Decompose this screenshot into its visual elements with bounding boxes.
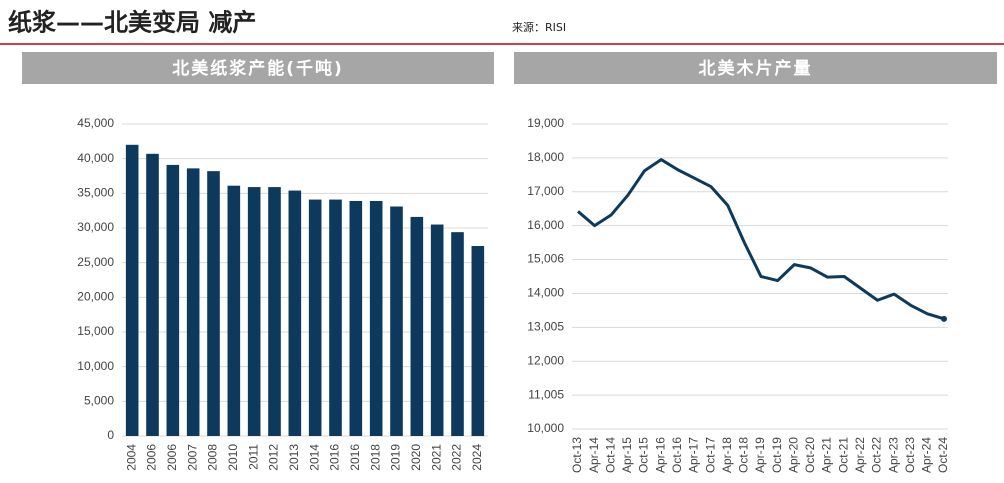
y-tick-label: 40,000 [77,151,114,165]
y-tick-label: 15,006 [527,252,564,266]
chart-title: 北美纸浆产能(千吨) [172,58,344,79]
x-tick-label: Oct-19 [770,437,784,473]
x-tick-label: 2020 [409,444,423,471]
bar [308,199,322,436]
x-tick-label: Oct-20 [803,437,817,473]
x-tick-label: 2010 [226,444,240,471]
x-tick-label: Oct-15 [637,437,651,473]
x-tick-label: 2016 [348,444,362,471]
x-tick-label: Oct-13 [570,437,584,473]
bar [268,187,281,436]
bar [471,246,485,436]
bar [410,216,424,436]
source: 来源：RISI [512,20,566,34]
x-tick-label: 2004 [124,444,138,471]
y-tick-label: 20,000 [77,290,114,304]
x-tick-label: Apr-21 [820,437,834,473]
x-tick-label: 2022 [450,444,464,471]
y-tick-label: 16,000 [527,218,564,232]
x-tick-label: Oct-16 [670,437,684,473]
x-tick-label: 2021 [429,444,443,471]
y-tick-label: 15,000 [77,324,114,338]
bar [369,200,383,436]
slide-title: 纸浆——北美变局 减产 [8,8,256,37]
x-tick-label: Oct-22 [870,437,884,473]
x-tick-label: Oct-21 [836,437,850,473]
bar [349,200,363,436]
x-tick-label: 2013 [287,444,301,471]
x-tick-label: Apr-19 [753,437,767,473]
x-tick-label: 2007 [185,444,199,471]
bar [430,224,444,436]
bar [288,190,302,436]
x-tick-label: 2016 [328,444,342,471]
x-tick-label: Oct-17 [703,437,717,473]
x-tick-label: Apr-20 [786,437,800,473]
title-banner [22,52,494,84]
bar [247,187,261,436]
x-tick-label: Apr-15 [620,437,634,473]
end-point [941,315,947,322]
x-tick-label: 2019 [389,444,403,471]
bar [390,206,403,436]
y-tick-label: 12,000 [527,353,564,367]
y-tick-label: 11,005 [528,387,564,401]
y-tick-label: 35,000 [77,186,114,200]
y-tick-label: 17,000 [527,184,564,198]
x-tick-label: Apr-18 [720,437,734,473]
bar [146,153,159,436]
title-banner [514,52,997,84]
y-tick-label: 10,000 [77,359,114,373]
x-tick-label: Oct-24 [936,437,950,473]
bar [451,232,464,436]
x-tick-label: 2018 [368,444,382,471]
x-tick-label: 2008 [206,444,220,471]
line [577,158,945,321]
chart-title: 北美木片产量 [699,58,813,79]
x-tick-label: 2006 [165,444,179,471]
y-tick-label: 30,000 [77,220,114,234]
x-tick-label: 2006 [145,444,159,471]
x-tick-label: Apr-14 [587,437,601,473]
bar [227,185,241,436]
x-tick-label: Apr-22 [853,437,867,473]
y-tick-label: 10,000 [527,421,564,435]
x-tick-label: Apr-16 [653,437,667,473]
x-tick-label: 2011 [246,444,260,470]
x-tick-label: Oct-14 [603,437,617,473]
x-tick-label: 2012 [267,444,281,471]
bar [207,171,220,436]
y-tick-label: 19,000 [527,116,564,130]
bar [166,164,180,436]
x-tick-label: Oct-18 [737,437,751,473]
x-tick-label: Apr-17 [687,437,701,473]
y-tick-label: 25,000 [77,255,114,269]
y-tick-label: 14,000 [527,286,564,300]
y-tick-label: 45,000 [77,116,114,130]
y-tick-label: 5,000 [84,394,114,408]
bar [125,144,139,437]
y-tick-label: 13,005 [527,320,564,334]
x-tick-label: 2014 [307,444,321,471]
x-tick-label: 2024 [470,444,484,471]
x-tick-label: Apr-23 [886,437,900,473]
bar [186,168,200,436]
x-tick-label: Apr-24 [920,437,934,473]
y-tick-label: 18,000 [527,150,564,164]
bar [329,199,342,436]
x-tick-label: Oct-23 [903,437,917,473]
y-tick-label: 0 [107,428,114,442]
